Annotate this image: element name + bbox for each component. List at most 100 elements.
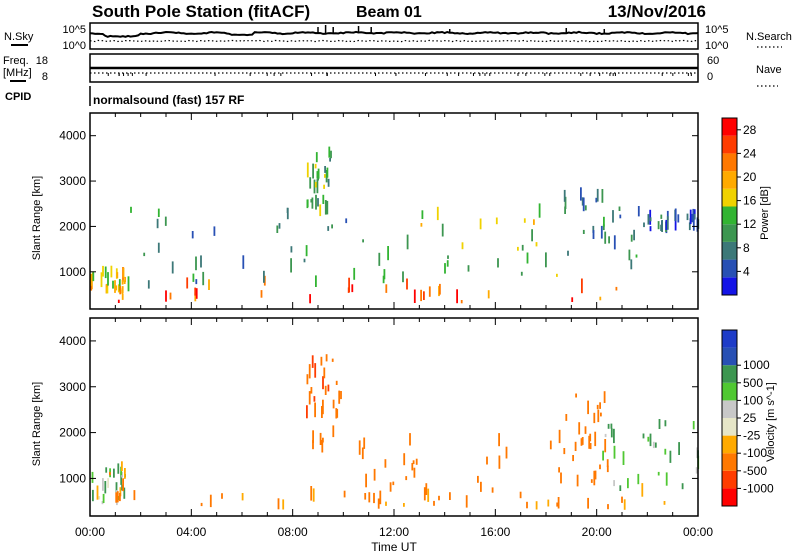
- data-streak: [310, 199, 313, 203]
- data-streak: [580, 187, 582, 201]
- colorbar-tick-label: 25: [743, 411, 757, 425]
- data-streak: [113, 468, 115, 478]
- data-streak: [328, 146, 331, 158]
- velocity-ylabel: Slant Range [km]: [31, 382, 43, 466]
- data-streak: [348, 277, 350, 293]
- data-streak: [594, 431, 597, 447]
- data-streak: [323, 184, 325, 189]
- data-streak: [123, 487, 126, 499]
- y-tick-label: 4000: [59, 129, 86, 143]
- colorbar-tick-label: 8: [743, 241, 750, 255]
- data-streak: [120, 472, 123, 485]
- data-streak: [479, 218, 482, 230]
- data-streak: [582, 229, 585, 234]
- data-streak: [157, 242, 160, 253]
- data-streak: [383, 269, 386, 280]
- data-streak: [576, 474, 579, 487]
- data-streak: [102, 493, 105, 503]
- data-streak: [456, 289, 458, 304]
- data-streak: [322, 399, 324, 415]
- data-streak: [361, 447, 364, 460]
- colorbar-segment: [722, 382, 737, 401]
- data-streak: [312, 163, 314, 179]
- data-streak: [389, 482, 392, 492]
- station-title: South Pole Station (fitACF): [92, 2, 310, 21]
- data-streak: [332, 425, 335, 438]
- colorbar-segment: [722, 347, 737, 366]
- data-streak: [593, 470, 596, 486]
- y-tick-label: 2000: [59, 219, 86, 233]
- data-streak: [315, 152, 318, 163]
- data-streak: [603, 216, 605, 227]
- colorbar-tick-label: -100: [743, 446, 767, 460]
- data-streak: [387, 246, 389, 261]
- x-tick-label: 00:00: [75, 525, 105, 539]
- data-streak: [612, 210, 614, 223]
- data-streak: [691, 213, 694, 223]
- nave-tick-bottom: 0: [707, 71, 713, 83]
- colorbar-segment: [722, 400, 737, 418]
- data-streak: [100, 272, 103, 288]
- data-streak: [311, 355, 314, 368]
- data-streak: [413, 289, 416, 303]
- data-streak: [118, 279, 121, 291]
- data-streak: [594, 470, 597, 480]
- data-streak: [563, 448, 566, 455]
- data-streak: [415, 458, 418, 465]
- data-streak: [610, 428, 613, 438]
- data-streak: [96, 485, 99, 500]
- data-streak: [323, 367, 326, 379]
- x-tick-label: 20:00: [582, 525, 612, 539]
- data-streak: [119, 487, 122, 497]
- data-streak: [589, 433, 592, 442]
- data-streak: [392, 481, 395, 486]
- data-streak: [421, 210, 424, 219]
- data-streak: [194, 287, 197, 296]
- data-streak: [589, 443, 592, 450]
- data-streak: [606, 465, 609, 473]
- data-streak: [384, 459, 387, 468]
- data-streak: [338, 390, 341, 404]
- data-streak: [526, 501, 528, 509]
- colorbar-segment: [722, 418, 737, 436]
- data-streak: [345, 218, 348, 224]
- data-streak: [260, 290, 263, 298]
- data-streak: [315, 275, 317, 287]
- data-streak: [358, 440, 361, 455]
- data-streak: [660, 214, 663, 219]
- data-streak: [102, 478, 104, 491]
- data-streak: [654, 442, 657, 448]
- nave-label: Nave: [756, 64, 782, 76]
- data-streak: [521, 244, 524, 251]
- data-streak: [406, 234, 409, 250]
- data-streak: [412, 460, 415, 465]
- data-streak: [343, 490, 346, 498]
- data-streak: [556, 273, 558, 277]
- data-streak: [209, 494, 212, 508]
- data-streak: [102, 265, 104, 277]
- noise-tick-top-left: 10^5: [62, 24, 86, 36]
- data-streak: [195, 288, 198, 299]
- data-streak: [313, 396, 316, 402]
- colorbar-tick-label: 16: [743, 194, 757, 208]
- data-streak: [313, 179, 316, 194]
- data-streak: [564, 196, 567, 209]
- y-tick-label: 3000: [59, 380, 86, 394]
- data-streak: [433, 500, 435, 506]
- data-streak: [578, 422, 581, 435]
- data-streak: [599, 402, 601, 409]
- data-streak: [533, 219, 535, 225]
- colorbar-segment: [722, 330, 737, 348]
- data-streak: [90, 283, 93, 291]
- data-streak: [116, 272, 119, 279]
- data-streak: [321, 406, 323, 418]
- data-streak: [571, 297, 574, 302]
- data-streak: [290, 258, 292, 273]
- data-streak: [327, 384, 330, 392]
- data-streak: [112, 280, 114, 289]
- data-streak: [545, 252, 547, 268]
- data-streak: [592, 230, 595, 239]
- data-streak: [558, 467, 560, 473]
- nsky-label: N.Sky: [4, 31, 34, 43]
- data-streak: [106, 284, 109, 294]
